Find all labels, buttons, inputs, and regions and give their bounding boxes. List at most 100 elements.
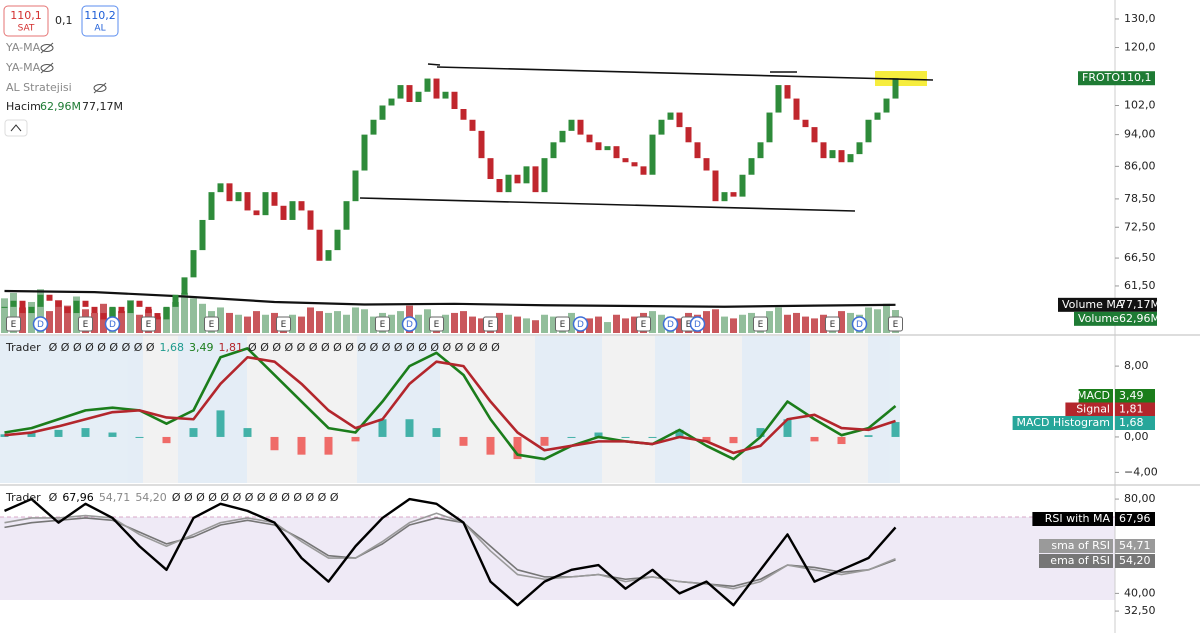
legend-value: 54,71 xyxy=(99,491,131,504)
volume-badge xyxy=(1074,311,1157,326)
event-marker xyxy=(689,316,706,332)
event-marker xyxy=(104,316,121,332)
volume-bar xyxy=(46,311,53,333)
sell-button[interactable] xyxy=(3,5,49,37)
hide-icon[interactable] xyxy=(40,64,54,72)
candle xyxy=(127,300,134,314)
price-badge-value: 110,1 xyxy=(1120,71,1152,84)
macd-legend: Trader Ø Ø Ø Ø Ø Ø Ø Ø Ø 1,68 3,49 1,81 Ø Ø Ø… xyxy=(5,341,500,354)
volume-bar xyxy=(838,311,845,333)
event-label: E xyxy=(11,320,17,330)
volume-bar xyxy=(631,316,638,333)
histogram-bar xyxy=(729,436,738,444)
volume-bar xyxy=(154,316,161,333)
volume-legend-ma: 77,17M xyxy=(82,100,123,113)
candle xyxy=(136,300,143,307)
trend-mark xyxy=(427,63,441,66)
volume-bar xyxy=(442,314,449,333)
candle xyxy=(622,158,629,163)
buy-button[interactable] xyxy=(81,5,119,37)
volume-bar xyxy=(28,301,35,333)
event-label: E xyxy=(434,320,440,330)
indicator-name[interactable]: YA-MA xyxy=(5,41,41,54)
volume-bar xyxy=(523,318,530,333)
histogram-bar xyxy=(378,419,387,437)
event-marker xyxy=(141,316,156,332)
event-label: E xyxy=(209,320,215,330)
hide-icon[interactable] xyxy=(40,44,54,52)
volume-bar xyxy=(343,314,350,333)
y-tick-label: 130,0 xyxy=(1124,12,1156,25)
y-tick-label: 32,50 xyxy=(1124,604,1156,617)
hide-icon[interactable] xyxy=(93,84,107,92)
histogram-bar xyxy=(270,436,279,451)
volume-bar xyxy=(397,311,404,333)
volume-legend-label: Hacim xyxy=(6,100,41,113)
volume-bar xyxy=(352,307,359,333)
candle xyxy=(343,201,350,230)
volume-bar xyxy=(865,307,872,333)
rsi-band xyxy=(0,517,1115,600)
support-line xyxy=(359,197,856,212)
band xyxy=(810,336,868,483)
candle xyxy=(37,294,44,307)
histogram-bar xyxy=(756,428,765,437)
volume-name: Volume xyxy=(1078,312,1119,325)
histogram-bar xyxy=(648,436,657,438)
candle xyxy=(379,105,386,120)
candle xyxy=(1,306,8,308)
candle xyxy=(361,134,368,171)
histogram-bar xyxy=(216,410,225,437)
legend-value: 67,96 xyxy=(62,491,94,504)
legend-value: 3,49 xyxy=(189,341,214,354)
series-value: 54,71 xyxy=(1119,539,1151,552)
histogram-bar xyxy=(513,436,522,460)
volume-bar xyxy=(460,311,467,333)
volume-bar xyxy=(334,311,341,333)
candle xyxy=(748,158,755,175)
band xyxy=(178,336,247,483)
event-label: E xyxy=(281,320,287,330)
collapse-button[interactable] xyxy=(4,119,28,137)
event-marker xyxy=(204,316,219,332)
candle xyxy=(856,142,863,155)
trend-lines xyxy=(359,63,934,212)
event-marker xyxy=(572,316,589,332)
histogram-bar xyxy=(675,429,684,437)
series-value-badge xyxy=(1115,389,1155,403)
volume-bar xyxy=(298,316,305,333)
indicator-name[interactable]: AL Stratejisi xyxy=(6,81,72,94)
candle xyxy=(415,91,422,103)
event-label: E xyxy=(380,320,386,330)
series-name: ema of RSI xyxy=(1050,554,1110,567)
volume-bar xyxy=(847,312,854,333)
volume-bar xyxy=(262,314,269,333)
histogram-bar xyxy=(594,432,603,437)
series-value: 54,20 xyxy=(1119,554,1151,567)
candle xyxy=(91,306,98,314)
candle xyxy=(235,192,242,202)
indicator-name[interactable]: YA-MA xyxy=(5,61,41,74)
series-name-badge xyxy=(1078,389,1113,403)
y-tick-label: 94,00 xyxy=(1124,128,1156,141)
sell-label: SAT xyxy=(18,24,35,34)
series-value-badge xyxy=(1115,554,1155,568)
candle xyxy=(811,127,818,143)
candle xyxy=(82,300,89,307)
volume-bar xyxy=(595,316,602,333)
histogram-bar xyxy=(405,419,414,437)
indicator-line xyxy=(4,497,897,607)
volume-bar xyxy=(217,307,224,333)
volume-bar xyxy=(658,314,665,333)
volume-bar xyxy=(811,318,818,333)
volume-bar xyxy=(802,316,809,333)
volume-bar xyxy=(127,300,134,333)
histogram-bar xyxy=(810,436,819,442)
histogram-bar xyxy=(324,436,333,455)
volume-bar xyxy=(874,309,881,333)
candle xyxy=(208,192,215,220)
y-tick-label: 102,0 xyxy=(1124,98,1156,111)
event-label: D xyxy=(667,320,674,330)
candle xyxy=(883,98,890,113)
